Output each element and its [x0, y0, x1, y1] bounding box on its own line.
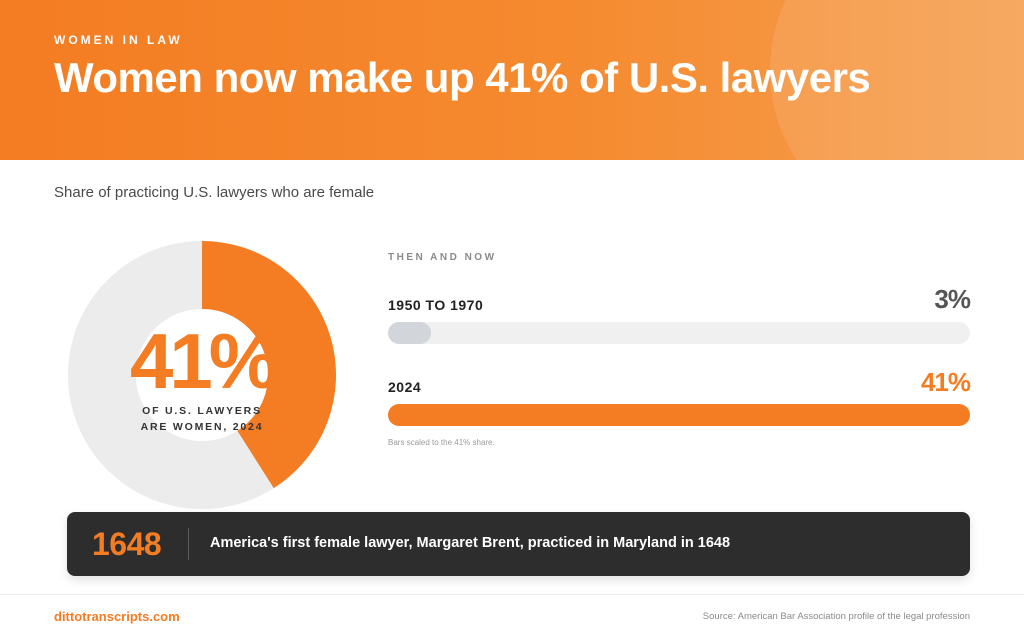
- fact-divider: [188, 528, 189, 560]
- chart-subtitle: Share of practicing U.S. lawyers who are…: [54, 184, 375, 201]
- comparison-section-label: THEN AND NOW: [388, 252, 497, 263]
- page-title: Women now make up 41% of U.S. lawyers: [54, 54, 871, 101]
- donut-caption: OF U.S. LAWYERS ARE WOMEN, 2024: [68, 403, 336, 435]
- bar-category-label: 2024: [388, 379, 422, 395]
- header-decoration: [770, 0, 1024, 160]
- bar-track: [388, 404, 970, 426]
- bar-mark: [388, 322, 431, 344]
- footer-brand-link[interactable]: dittotranscripts.com: [54, 609, 180, 624]
- footer-source: Source: American Bar Association profile…: [702, 611, 970, 622]
- donut-slice-women: [200, 241, 336, 489]
- fact-year: 1648: [92, 526, 162, 562]
- bar-mark: [388, 404, 970, 426]
- donut-hole: [136, 309, 268, 441]
- header-banner: WOMEN IN LAW Women now make up 41% of U.…: [0, 0, 1024, 160]
- bar-category-label: 1950 TO 1970: [388, 297, 484, 313]
- fact-text: America's first female lawyer, Margaret …: [210, 535, 731, 551]
- donut-chart: 41% OF U.S. LAWYERS ARE WOMEN, 2024: [68, 241, 336, 509]
- bar-data-label: 41%: [920, 367, 971, 397]
- kicker-label: WOMEN IN LAW: [54, 33, 183, 47]
- donut-caption-line2: ARE WOMEN, 2024: [140, 421, 264, 433]
- fact-banner: 1648 America's first female lawyer, Marg…: [67, 512, 970, 576]
- bar-track: [388, 322, 970, 344]
- bar-scale-note: Bars scaled to the 41% share.: [388, 438, 495, 447]
- donut-svg: [68, 241, 336, 509]
- donut-value-label: 41%: [129, 317, 278, 405]
- footer-divider: [0, 594, 1024, 595]
- donut-caption-line1: OF U.S. LAWYERS: [142, 405, 262, 417]
- bar-data-label: 3%: [934, 284, 971, 314]
